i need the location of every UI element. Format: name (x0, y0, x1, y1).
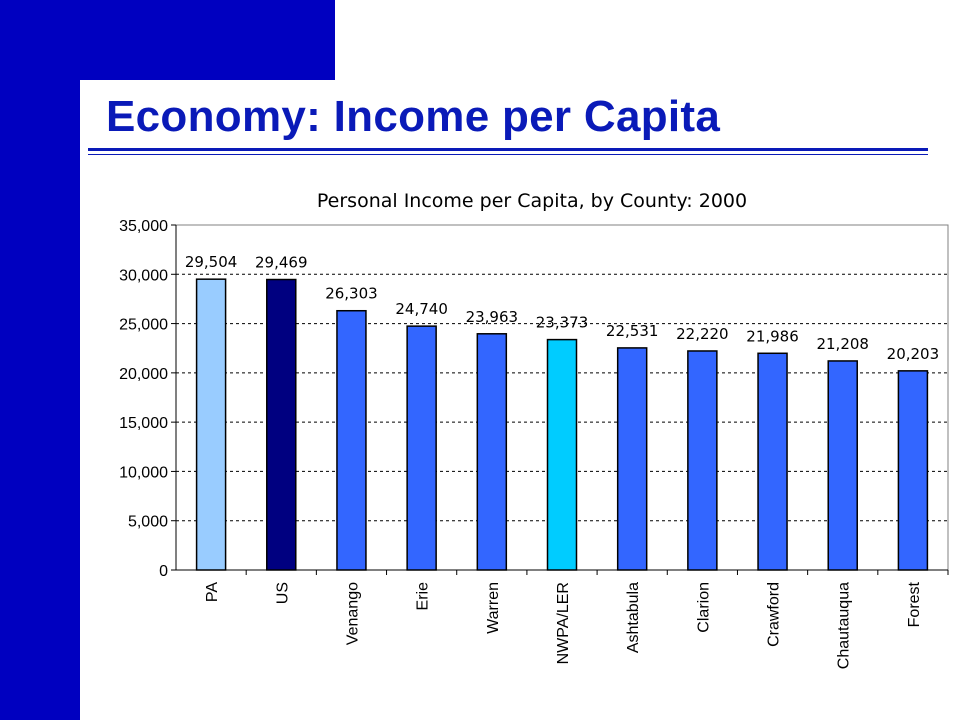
x-category-label: Crawford (766, 582, 783, 647)
data-label: 23,373 (536, 314, 589, 332)
bar-venango (336, 309, 367, 571)
bar-clarion (687, 350, 718, 571)
plot-area: 0 5,000 10,000 15,000 20,000 25,000 30,000 35,0… (119, 218, 949, 669)
y-tick-label: 35,000 (119, 218, 168, 235)
bar-chautauqua (827, 360, 858, 571)
bar-us (266, 278, 297, 571)
slide-title: Economy: Income per Capita (106, 92, 721, 141)
bar-pa (195, 278, 227, 571)
x-category-label: PA (204, 582, 221, 602)
y-tick-label: 20,000 (119, 366, 168, 383)
brand-bar-left (0, 0, 80, 720)
x-category-label: Venango (344, 582, 361, 645)
bar-warren (476, 333, 508, 571)
bar-crawford (757, 352, 788, 571)
bar-nwpa-ler (546, 338, 578, 571)
bar-forest (897, 370, 929, 571)
data-label: 29,504 (185, 253, 238, 271)
title-rule-thin (88, 154, 928, 155)
x-category-label: US (274, 582, 291, 604)
y-tick-label: 5,000 (128, 514, 168, 531)
y-tick-label: 25,000 (119, 317, 168, 334)
y-tick-label: 0 (159, 563, 168, 580)
data-label: 21,986 (746, 327, 799, 345)
data-label: 24,740 (395, 300, 448, 318)
x-category-label: Erie (415, 582, 432, 611)
bar-erie (406, 325, 437, 571)
data-label: 22,220 (676, 325, 729, 343)
data-label: 21,208 (816, 335, 869, 353)
data-label: 20,203 (887, 345, 940, 363)
data-label: 23,963 (466, 308, 519, 326)
x-category-label: Chautauqua (836, 582, 853, 669)
x-category-label: Warren (485, 582, 502, 634)
y-tick-label: 30,000 (119, 267, 168, 284)
y-tick-label: 10,000 (119, 464, 168, 481)
x-category-label: Forest (906, 581, 923, 627)
x-category-label: NWPA/LER (555, 582, 572, 664)
y-tick-label: 15,000 (119, 415, 168, 432)
x-category-label: Ashtabula (625, 582, 642, 653)
x-category-label: Clarion (695, 582, 712, 633)
data-label: 26,303 (325, 285, 378, 303)
data-label: 29,469 (255, 254, 308, 272)
chart-title: Personal Income per Capita, by County: 2… (317, 190, 747, 212)
data-label: 22,531 (606, 322, 659, 340)
title-rule (88, 148, 928, 151)
bar-ashtabula (616, 347, 648, 571)
